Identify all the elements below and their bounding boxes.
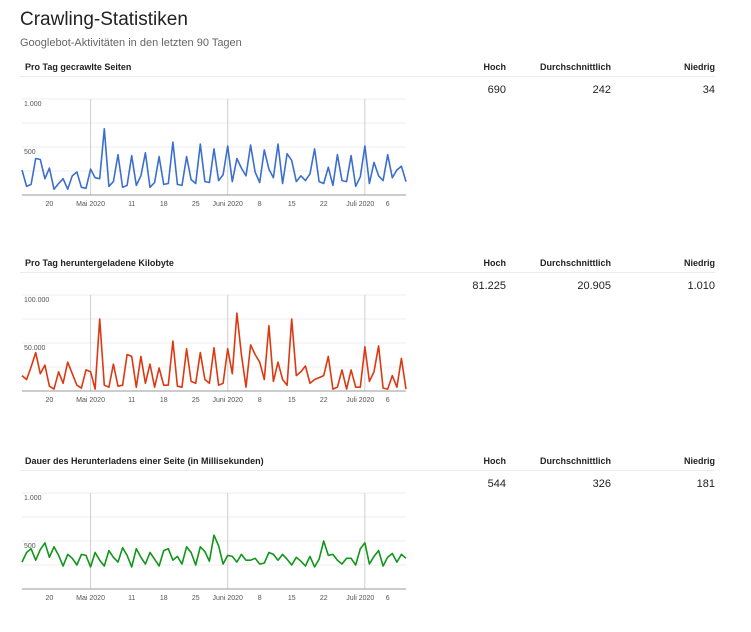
x-tick-label: 11: [128, 595, 135, 602]
x-tick-label: 18: [160, 201, 168, 208]
column-header-avg: Durchschnittlich: [539, 258, 611, 268]
x-tick-label: Juli 2020: [346, 397, 374, 404]
x-tick-label: 6: [386, 397, 390, 404]
x-tick-label: Juni 2020: [213, 595, 243, 602]
page-subtitle: Googlebot-Aktivitäten in den letzten 90 …: [20, 37, 242, 49]
y-tick-label: 1.000: [24, 495, 42, 502]
section-title: Dauer des Herunterladens einer Seite (in…: [25, 456, 264, 466]
value-high: 81.225: [472, 280, 506, 292]
x-tick-label: 18: [160, 595, 168, 602]
x-tick-label: Mai 2020: [76, 397, 105, 404]
line-chart[interactable]: 1.000 500 20 Mai 2020 11 18 25 Juni 2020 8 15 22 Ju…: [20, 96, 410, 212]
section-header: Dauer des Herunterladens einer Seite (in…: [20, 454, 715, 471]
column-header-high: Hoch: [483, 258, 507, 268]
x-tick-label: 22: [320, 595, 328, 602]
y-tick-label: 500: [24, 149, 36, 156]
column-header-avg: Durchschnittlich: [539, 62, 611, 72]
y-tick-label: 1.000: [24, 101, 42, 108]
column-header-avg: Durchschnittlich: [539, 456, 611, 466]
x-tick-label: 25: [192, 595, 200, 602]
column-header-low: Niedrig: [683, 258, 715, 268]
page-title: Crawling-Statistiken: [20, 9, 188, 30]
x-tick-label: 15: [288, 201, 296, 208]
value-avg: 326: [592, 478, 611, 490]
column-header-low: Niedrig: [683, 456, 715, 466]
value-avg: 242: [592, 84, 611, 96]
line-chart[interactable]: 100.000 50.000 20 Mai 2020 11 18 25 Juni 2020 8 1…: [20, 292, 410, 408]
x-tick-label: 22: [320, 201, 328, 208]
value-high: 690: [487, 84, 506, 96]
y-tick-label: 100.000: [24, 297, 49, 304]
series-line: [21, 127, 407, 190]
x-tick-label: 20: [46, 201, 54, 208]
section-downloaded-kilobytes: Pro Tag heruntergeladene Kilobyte Hoch D…: [0, 256, 751, 426]
value-low: 181: [696, 478, 715, 490]
section-title: Pro Tag gecrawlte Seiten: [25, 62, 132, 72]
x-tick-label: 18: [160, 397, 168, 404]
x-tick-label: 8: [258, 595, 262, 602]
x-tick-label: 11: [128, 201, 135, 208]
value-low: 1.010: [687, 280, 715, 292]
value-high: 544: [487, 478, 506, 490]
x-tick-label: Juli 2020: [346, 201, 374, 208]
value-low: 34: [702, 84, 715, 96]
x-tick-label: 20: [46, 595, 54, 602]
column-header-high: Hoch: [483, 456, 507, 466]
x-tick-label: 25: [192, 397, 200, 404]
x-tick-label: 6: [386, 595, 390, 602]
section-crawled-pages: Pro Tag gecrawlte Seiten Hoch Durchschni…: [0, 60, 751, 230]
x-tick-label: Juni 2020: [213, 397, 243, 404]
x-tick-label: 8: [258, 201, 262, 208]
x-tick-label: 25: [192, 201, 200, 208]
section-header: Pro Tag heruntergeladene Kilobyte: [20, 256, 715, 273]
x-tick-label: Juni 2020: [213, 201, 243, 208]
x-tick-label: Mai 2020: [76, 201, 105, 208]
column-header-low: Niedrig: [683, 62, 715, 72]
x-tick-label: 8: [258, 397, 262, 404]
section-header: Pro Tag gecrawlte Seiten: [20, 60, 715, 77]
x-tick-label: Mai 2020: [76, 595, 105, 602]
section-title: Pro Tag heruntergeladene Kilobyte: [25, 258, 174, 268]
x-tick-label: 20: [46, 397, 54, 404]
section-download-duration: Dauer des Herunterladens einer Seite (in…: [0, 454, 751, 624]
x-tick-label: 6: [386, 201, 390, 208]
x-tick-label: 22: [320, 397, 328, 404]
line-chart[interactable]: 1.000 500 20 Mai 2020 11 18 25 Juni 2020 8 15 22 Ju…: [20, 490, 410, 606]
x-tick-label: 15: [288, 397, 296, 404]
x-tick-label: Juli 2020: [346, 595, 374, 602]
series-line: [21, 312, 407, 390]
y-tick-label: 50.000: [24, 345, 46, 352]
y-tick-label: 500: [24, 543, 36, 550]
column-header-high: Hoch: [483, 62, 507, 72]
value-avg: 20.905: [577, 280, 611, 292]
x-tick-label: 11: [128, 397, 135, 404]
series-line: [21, 534, 407, 568]
x-tick-label: 15: [288, 595, 296, 602]
